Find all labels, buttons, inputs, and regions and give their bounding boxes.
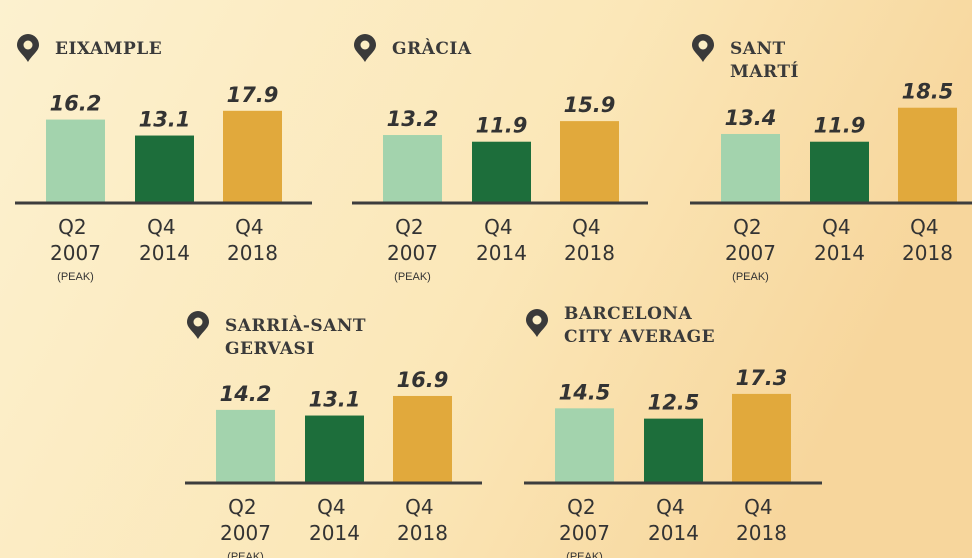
annotation: (PEAK) xyxy=(394,271,431,283)
pin-hole xyxy=(698,40,708,50)
value-label: 13.2 xyxy=(387,107,439,131)
category-label: Q4 2018 xyxy=(736,495,787,545)
bar xyxy=(135,135,194,203)
value-label: 18.5 xyxy=(902,80,954,104)
category-label: Q2 2007 xyxy=(725,215,776,265)
value-label: 14.5 xyxy=(559,380,611,404)
bar xyxy=(216,409,275,483)
value-label: 17.3 xyxy=(736,366,788,390)
bar xyxy=(721,133,780,203)
annotation: (PEAK) xyxy=(566,551,603,558)
bar xyxy=(383,135,442,203)
bar xyxy=(560,121,619,203)
bar xyxy=(555,408,614,483)
value-label: 12.5 xyxy=(648,391,700,415)
category-label: Q2 2007 xyxy=(559,495,610,545)
value-label: 13.4 xyxy=(725,106,777,130)
chart-title: SANT MARTÍ xyxy=(730,39,799,82)
bar xyxy=(472,141,531,203)
bar xyxy=(898,107,957,203)
bar xyxy=(810,141,869,203)
category-label: Q4 2014 xyxy=(309,495,360,545)
bar xyxy=(393,395,452,483)
chart-title: BARCELONA CITY AVERAGE xyxy=(564,304,715,347)
category-label: Q4 2014 xyxy=(814,215,865,265)
value-label: 15.9 xyxy=(564,93,616,117)
category-label: Q4 2018 xyxy=(397,495,448,545)
category-label: Q2 2007 xyxy=(50,215,101,265)
category-label: Q4 2014 xyxy=(648,495,699,545)
value-label: 11.9 xyxy=(476,114,528,138)
value-label: 11.9 xyxy=(814,114,866,138)
pin-hole xyxy=(360,40,370,50)
category-label: Q4 2018 xyxy=(564,215,615,265)
value-label: 14.2 xyxy=(220,382,272,406)
bar xyxy=(223,110,282,203)
bar xyxy=(732,393,791,483)
value-label: 16.2 xyxy=(50,92,102,116)
category-label: Q2 2007 xyxy=(387,215,438,265)
pin-hole xyxy=(532,315,542,325)
pin-hole xyxy=(23,40,33,50)
category-label: Q2 2007 xyxy=(220,495,271,545)
bar xyxy=(644,418,703,483)
category-label: Q4 2018 xyxy=(902,215,953,265)
category-label: Q4 2014 xyxy=(476,215,527,265)
bar xyxy=(305,415,364,483)
value-label: 16.9 xyxy=(397,368,449,392)
annotation: (PEAK) xyxy=(732,271,769,283)
value-label: 13.1 xyxy=(139,108,191,132)
category-label: Q4 2018 xyxy=(227,215,278,265)
annotation: (PEAK) xyxy=(57,271,94,283)
chart-title: EIXAMPLE xyxy=(55,39,162,59)
pin-hole xyxy=(193,317,203,327)
chart-title: GRÀCIA xyxy=(392,38,472,59)
bar xyxy=(46,119,105,203)
chart-title: SARRIÀ-SANT GERVASI xyxy=(225,315,373,359)
annotation: (PEAK) xyxy=(227,551,264,558)
value-label: 13.1 xyxy=(309,388,361,412)
value-label: 17.9 xyxy=(227,83,279,107)
category-label: Q4 2014 xyxy=(139,215,190,265)
